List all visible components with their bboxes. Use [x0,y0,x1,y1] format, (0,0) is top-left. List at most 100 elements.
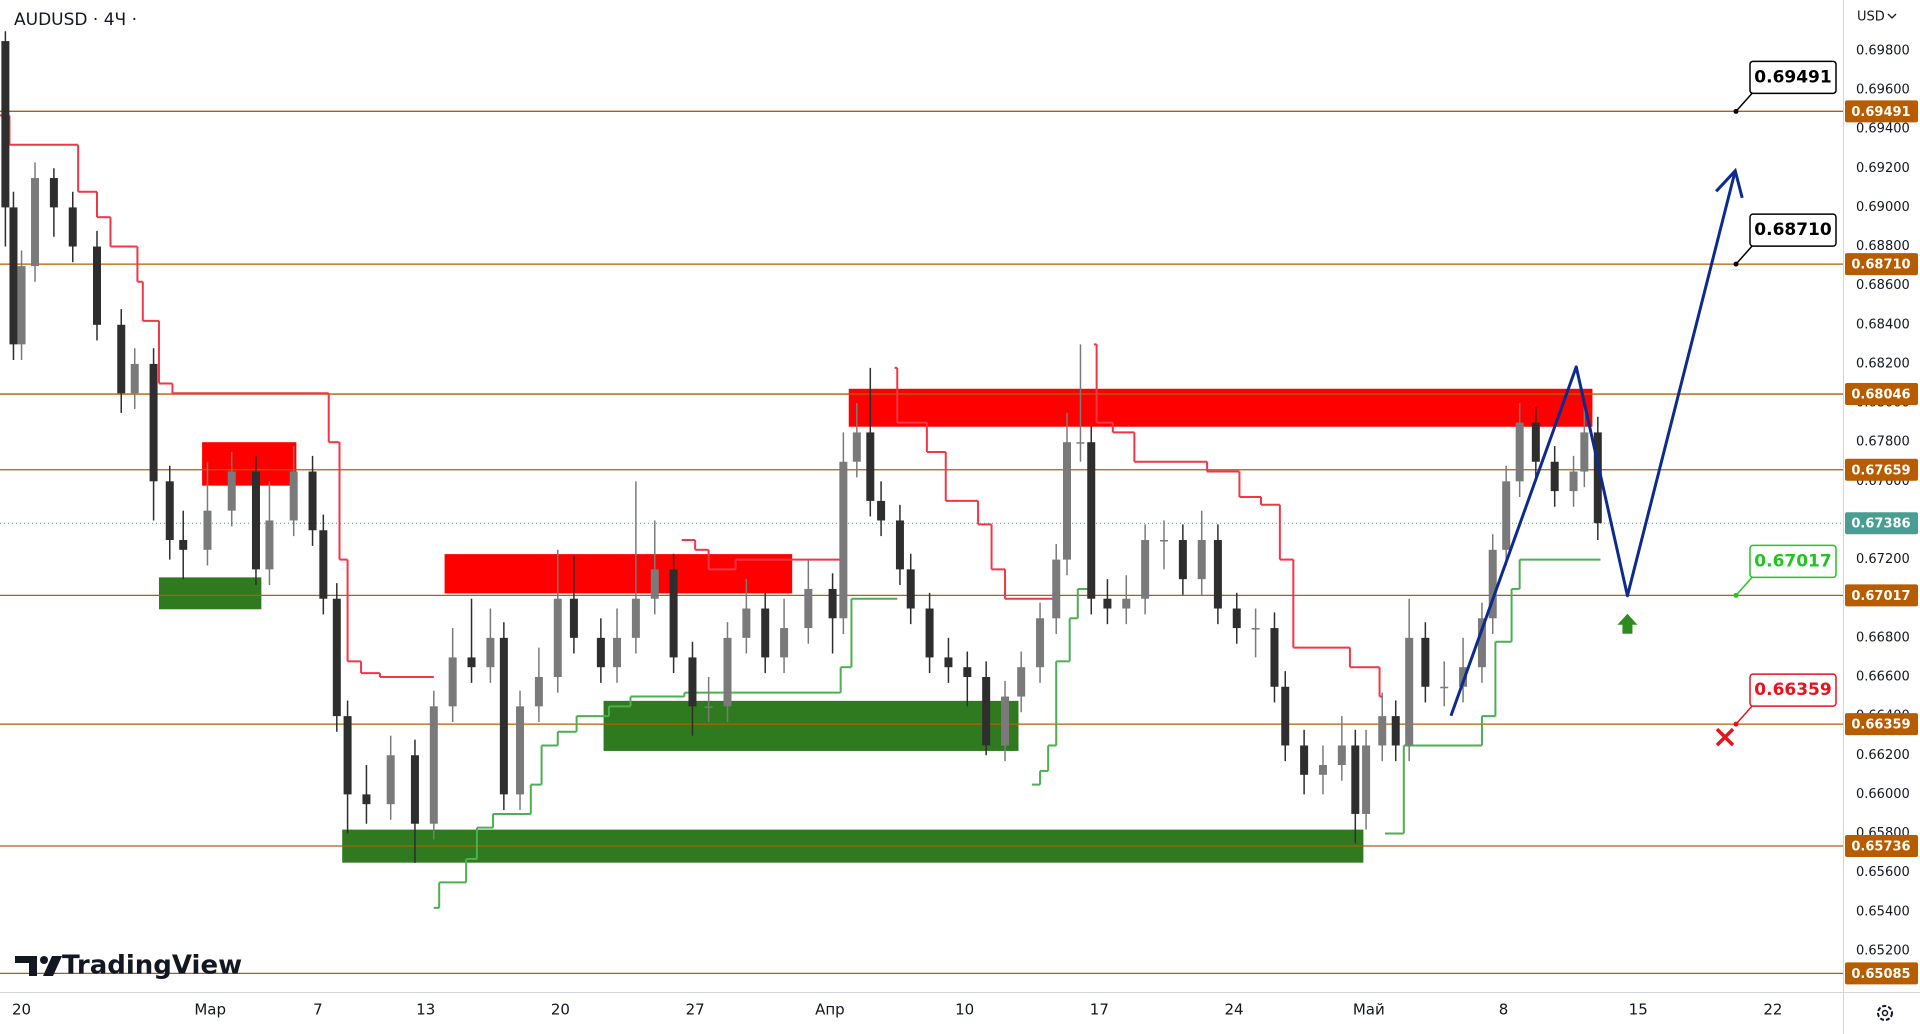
currency-label[interactable]: USD [1857,10,1885,25]
settings-icon[interactable] [1877,1005,1893,1021]
candle-body [852,432,861,462]
candle-body [410,755,419,824]
candle-body [650,569,659,599]
candle-body [925,608,934,658]
candle-body [17,266,26,345]
forecast-path [1449,170,1737,717]
candle-body [251,471,260,570]
y-tick-label: 0.69000 [1856,200,1910,215]
level-price-label: 0.67659 [1851,463,1910,478]
candle-body [963,667,972,677]
level-price-tag [1845,253,1918,276]
candle-body [1391,716,1400,746]
y-tick-label: 0.65400 [1856,904,1910,919]
candle-body [1337,745,1346,766]
x-tick-label: 17 [1090,1001,1109,1019]
candle-body [669,569,678,658]
candle-body [1076,442,1085,444]
candle-body [165,481,174,541]
callout-label: 0.66359 [1754,680,1831,700]
x-tick-label: Мар [194,1001,226,1019]
x-tick-label: 24 [1225,1001,1244,1019]
y-tick-label: 0.66800 [1856,630,1910,645]
gear-inner[interactable] [1881,1009,1889,1017]
candle-body [1378,716,1387,746]
forecast-arrowhead [1715,167,1744,199]
x-tick-label: 27 [686,1001,705,1019]
candle-body [1440,686,1449,689]
level-price-label: 0.67017 [1851,589,1910,604]
x-tick-label: Апр [815,1001,845,1019]
candle-body [1569,471,1578,492]
candle-body [386,755,395,805]
candle-body [1318,765,1327,775]
candle-body [895,520,904,570]
candle-body [877,500,886,521]
candle-body [1362,745,1371,814]
candle-body [1459,667,1468,687]
candle-body [49,178,58,208]
logo-dot [40,956,48,964]
level-price-label: 0.65736 [1851,840,1910,855]
candle-body [1213,540,1222,609]
candle-body [1001,696,1010,746]
candle-body [804,588,813,629]
candle-body [839,461,848,619]
level-price-tag [1845,383,1918,406]
candle-body [1477,618,1486,668]
candle-body [203,510,212,550]
level-price-label: 0.65085 [1851,967,1910,982]
candle-body [1281,686,1290,746]
candle-body [499,637,508,795]
candle-body [467,657,476,668]
y-tick-label: 0.67200 [1856,552,1910,567]
callout-box [1749,60,1837,95]
zone [603,700,1019,751]
x-tick-label: 22 [1763,1001,1782,1019]
candle-body [265,520,274,570]
level-price-label: 0.68710 [1851,258,1910,273]
candle-body [1063,442,1071,560]
candle-body [1300,745,1309,775]
gear-outer[interactable] [1877,1005,1893,1021]
candle-body [1197,540,1206,580]
candle-body [1421,637,1430,687]
level-price-label: 0.69491 [1851,105,1910,120]
candle-body [1270,628,1279,687]
candle-body [1103,598,1112,609]
currency-chevron[interactable] [1887,13,1897,19]
zone [202,442,297,486]
last-price-label: 0.67386 [1851,517,1910,532]
candle-body [1178,540,1187,580]
candle-body [332,598,341,717]
y-tick-label: 0.67800 [1856,435,1910,450]
y-tick-label: 0.68400 [1856,317,1910,332]
callout-pointer [1735,576,1753,596]
logo-mark [15,956,37,976]
tradingview-logo: TradingView [15,951,242,981]
candle-body [866,432,875,501]
axes: 0.69800 0.69600 0.69400 0.69200 0.69000 0.688… [12,43,1918,1019]
candle-body [631,598,640,638]
candle-body [448,657,457,707]
zone [444,554,793,594]
candle-body [704,706,713,708]
candle-body [569,598,578,638]
candle-body [828,588,837,619]
candle-body [429,706,438,824]
logo-text: TradingView [62,951,242,981]
candle-body [1488,549,1497,619]
candle-body [362,794,371,805]
y-tick-label: 0.69400 [1856,122,1910,137]
candle-body [761,608,770,658]
candle-body [780,628,789,658]
x-tick-label: Май [1353,1001,1385,1019]
candle-body [1550,461,1559,492]
callout-anchor [1733,592,1739,598]
candle-body [982,676,991,746]
level-price-label: 0.68046 [1851,388,1910,403]
candle-body [1,41,10,208]
y-tick-label: 0.69600 [1856,83,1910,98]
symbol-title: AUDUSD · 4Ч · [14,10,137,30]
